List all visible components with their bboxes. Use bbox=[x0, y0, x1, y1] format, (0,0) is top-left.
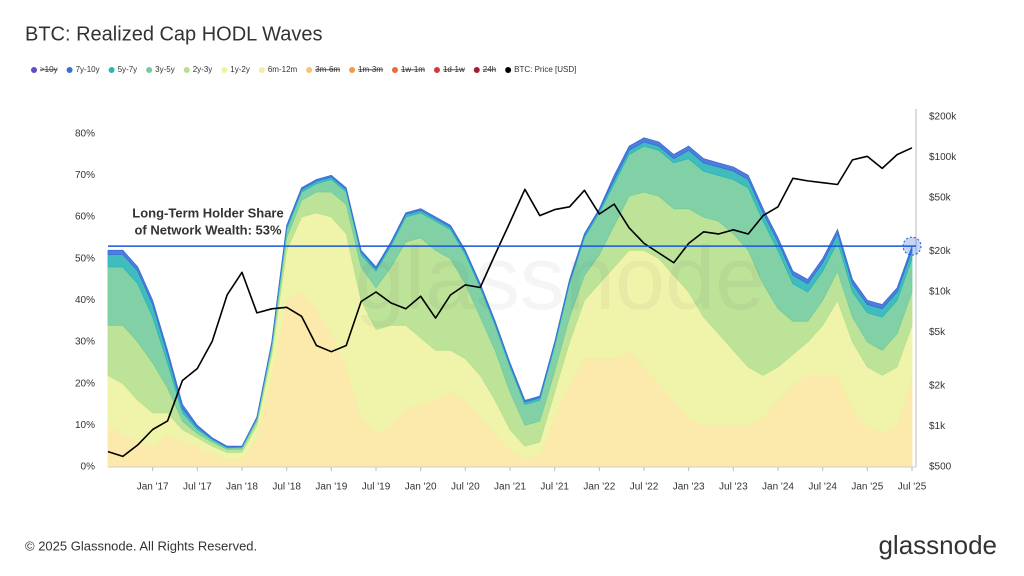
x-tick-label: Jul '21 bbox=[540, 482, 569, 493]
legend-swatch bbox=[391, 67, 398, 73]
x-tick-label: Jul '23 bbox=[719, 482, 748, 493]
legend-swatch bbox=[433, 67, 440, 73]
legend-label: 1w-1m bbox=[401, 65, 425, 74]
y-tick-label: 10% bbox=[75, 420, 95, 431]
legend-swatch bbox=[221, 67, 228, 73]
legend-swatch bbox=[183, 67, 190, 73]
y-tick-label: 70% bbox=[75, 170, 95, 181]
legend-swatch bbox=[258, 67, 265, 73]
price-line bbox=[107, 147, 913, 458]
legend-swatch bbox=[66, 67, 73, 73]
legend-label: 5y-7y bbox=[118, 65, 138, 74]
legend-label: 1y-2y bbox=[230, 65, 250, 74]
legend-label: >10y bbox=[40, 65, 58, 74]
end-marker bbox=[902, 236, 922, 256]
x-tick-label: Jan '25 bbox=[851, 482, 883, 493]
y2-tick-label: $500 bbox=[929, 462, 952, 473]
area bbox=[107, 137, 913, 448]
legend-label: 1m-3m bbox=[358, 65, 383, 74]
legend-label: 1d-1w bbox=[443, 65, 465, 74]
x-tick-label: Jan '24 bbox=[762, 482, 794, 493]
legend-swatch bbox=[349, 67, 356, 73]
x-tick-label: Jan '20 bbox=[405, 482, 437, 493]
y-tick-label: 20% bbox=[75, 378, 95, 389]
legend-label: 2y-3y bbox=[193, 65, 213, 74]
y2-tick-label: $5k bbox=[929, 327, 946, 338]
footer: © 2025 Glassnode. All Rights Reserved. bbox=[25, 538, 257, 553]
annotation: Long-Term Holder Share bbox=[132, 205, 283, 220]
watermark: glassnode bbox=[355, 229, 765, 329]
y2-tick-label: $50k bbox=[929, 193, 952, 204]
legend-swatch bbox=[473, 67, 480, 73]
legend-swatch bbox=[146, 67, 153, 73]
legend-label: 7y-10y bbox=[76, 65, 100, 74]
legend-swatch bbox=[108, 67, 115, 73]
x-tick-label: Jan '17 bbox=[137, 482, 169, 493]
y2-tick-label: $200k bbox=[929, 112, 957, 123]
x-tick-label: Jul '19 bbox=[362, 482, 391, 493]
legend-swatch bbox=[306, 67, 313, 73]
x-tick-label: Jul '20 bbox=[451, 482, 480, 493]
y-tick-label: 60% bbox=[75, 212, 95, 223]
chart-title: BTC: Realized Cap HODL Waves bbox=[25, 23, 323, 45]
x-tick-label: Jul '22 bbox=[630, 482, 659, 493]
annotation: of Network Wealth: 53% bbox=[134, 222, 282, 237]
y2-tick-label: $2k bbox=[929, 381, 946, 392]
legend-swatch bbox=[505, 67, 512, 73]
x-tick-label: Jul '18 bbox=[272, 482, 301, 493]
y-tick-label: 0% bbox=[81, 462, 96, 473]
legend-label: BTC: Price [USD] bbox=[514, 65, 576, 74]
legend-label: 3m-6m bbox=[315, 65, 340, 74]
y2-tick-label: $1k bbox=[929, 421, 946, 432]
logo: glassnode bbox=[878, 530, 997, 560]
x-tick-label: Jul '17 bbox=[183, 482, 212, 493]
y-tick-label: 50% bbox=[75, 253, 95, 264]
legend-label: 6m-12m bbox=[268, 65, 298, 74]
x-tick-label: Jan '19 bbox=[315, 482, 347, 493]
y-tick-label: 40% bbox=[75, 295, 95, 306]
x-tick-label: Jan '21 bbox=[494, 482, 526, 493]
x-tick-label: Jan '18 bbox=[226, 482, 258, 493]
y2-tick-label: $20k bbox=[929, 246, 952, 257]
y-tick-label: 30% bbox=[75, 337, 95, 348]
y2-tick-label: $10k bbox=[929, 287, 952, 298]
y2-tick-label: $100k bbox=[929, 152, 957, 163]
x-tick-label: Jan '23 bbox=[673, 482, 705, 493]
x-tick-label: Jul '25 bbox=[898, 482, 927, 493]
legend-swatch bbox=[31, 67, 37, 73]
y-tick-label: 80% bbox=[75, 128, 95, 139]
x-tick-label: Jan '22 bbox=[583, 482, 615, 493]
legend-label: 3y-5y bbox=[155, 65, 175, 74]
legend-label: 24h bbox=[483, 65, 496, 74]
x-tick-label: Jul '24 bbox=[808, 482, 837, 493]
